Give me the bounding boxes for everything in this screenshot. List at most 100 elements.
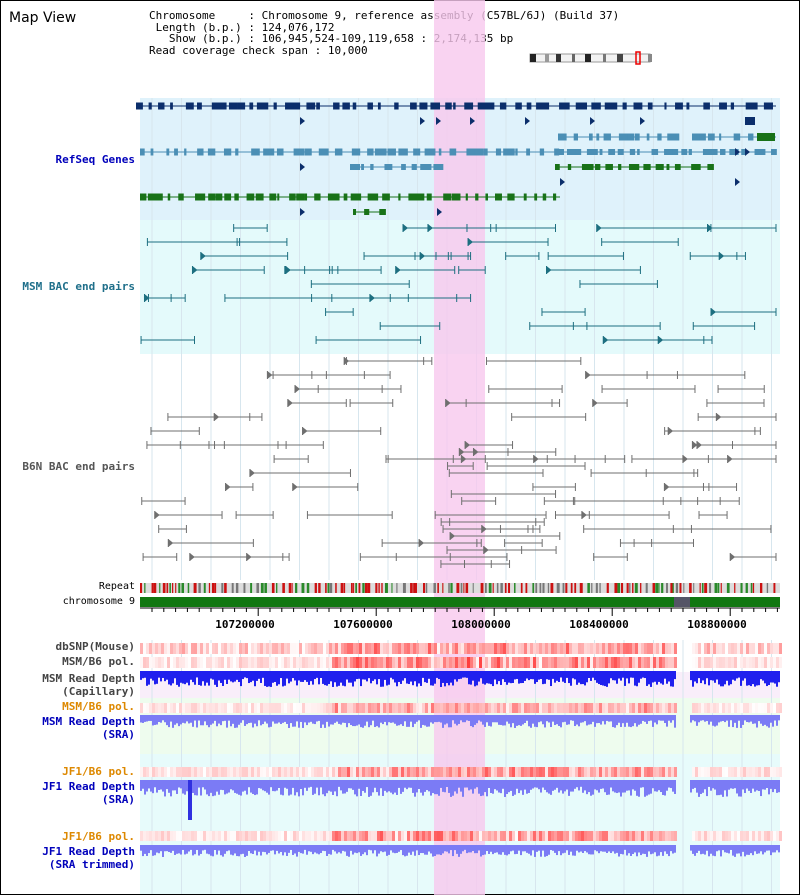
polymorphism-cell [329, 657, 332, 668]
polymorphism-cell [359, 643, 362, 654]
polymorphism-cell [722, 643, 725, 654]
repeat-element [391, 583, 393, 593]
polymorphism-cell [416, 643, 419, 654]
read-depth-bar [250, 780, 252, 793]
polymorphism-cell [518, 657, 521, 668]
polymorphism-cell [614, 831, 617, 841]
read-depth-bar [698, 845, 700, 851]
polymorphism-cell [518, 767, 521, 777]
polymorphism-cell [596, 657, 599, 668]
read-depth-bar [216, 671, 218, 687]
polymorphism-cell [290, 703, 293, 713]
read-depth-bar [322, 845, 324, 851]
polymorphism-cell [596, 643, 599, 654]
polymorphism-cell [452, 657, 455, 668]
polymorphism-cell [662, 767, 665, 777]
read-depth-bar [218, 780, 220, 795]
polymorphism-cell [779, 657, 782, 668]
read-depth-bar [278, 671, 280, 685]
gene-exon [745, 102, 757, 110]
repeat-element [181, 583, 185, 593]
polymorphism-cell [761, 831, 764, 841]
read-depth-bar [626, 780, 628, 791]
polymorphism-cell [530, 767, 533, 777]
repeat-element [574, 583, 577, 593]
read-depth-bar [170, 780, 172, 797]
polymorphism-cell [305, 767, 308, 777]
read-depth-bar [414, 780, 416, 797]
read-depth-bar [764, 780, 766, 790]
read-depth-bar [450, 845, 452, 851]
polymorphism-cell [719, 657, 722, 668]
polymorphism-cell [620, 703, 623, 713]
polymorphism-cell [593, 703, 596, 713]
polymorphism-cell [560, 643, 563, 654]
read-depth-bar [144, 671, 146, 678]
polymorphism-cell [752, 643, 755, 654]
read-depth-bar [278, 845, 280, 854]
read-depth-bar [284, 845, 286, 853]
read-depth-bar [382, 845, 384, 853]
gene-exon [483, 148, 488, 156]
polymorphism-cell [515, 767, 518, 777]
read-depth-bar [230, 671, 232, 682]
polymorphism-cell [185, 657, 188, 668]
polymorphism-cell [506, 657, 509, 668]
read-depth-bar [742, 715, 744, 725]
gene-strand-arrow [560, 178, 565, 186]
polymorphism-cell [317, 657, 320, 668]
read-depth-bar [220, 780, 222, 790]
read-depth-bar [544, 671, 546, 684]
read-depth-bar [538, 845, 540, 851]
polymorphism-cell [668, 831, 671, 841]
read-depth-bar [738, 671, 740, 678]
read-depth-bar [724, 845, 726, 853]
read-depth-bar [252, 845, 254, 855]
polymorphism-cell [263, 703, 266, 713]
bac-end-arrow [696, 441, 702, 449]
read-depth-bar [246, 715, 248, 725]
read-depth-bar [224, 845, 226, 854]
read-depth-bar [360, 780, 362, 796]
polymorphism-cell [590, 643, 593, 654]
gene-exon [342, 102, 350, 110]
read-depth-bar [470, 780, 472, 790]
polymorphism-cell [491, 703, 494, 713]
gene-exon [617, 149, 624, 155]
polymorphism-cell [371, 767, 374, 777]
read-depth-bar [260, 845, 262, 856]
read-depth-bar [498, 780, 500, 793]
polymorphism-cell [236, 831, 239, 841]
polymorphism-cell [536, 657, 539, 668]
read-depth-bar [348, 715, 350, 724]
bac-end-arrow [459, 448, 465, 456]
repeat-element [159, 583, 161, 593]
read-depth-bar [500, 845, 502, 855]
polymorphism-cell [638, 657, 641, 668]
polymorphism-cell [260, 657, 263, 668]
polymorphism-cell [170, 657, 173, 668]
polymorphism-cell [632, 703, 635, 713]
track-label-refseq: RefSeq Genes [55, 153, 135, 166]
read-depth-bar [720, 780, 722, 795]
read-depth-bar [268, 845, 270, 853]
read-depth-bar [402, 671, 404, 681]
polymorphism-cell [740, 703, 743, 713]
polymorphism-cell [779, 643, 782, 654]
read-depth-bar [162, 715, 164, 721]
read-depth-bar [182, 715, 184, 723]
polymorphism-cell [260, 643, 263, 654]
read-depth-bar [232, 780, 234, 791]
read-depth-bar [264, 671, 266, 686]
read-depth-bar [768, 671, 770, 686]
ideogram-band [603, 54, 606, 62]
read-depth-bar [736, 715, 738, 728]
polymorphism-cell [413, 657, 416, 668]
read-depth-bar [668, 715, 670, 721]
polymorphism-cell [731, 643, 734, 654]
read-depth-bar [256, 715, 258, 727]
polymorphism-cell [167, 657, 170, 668]
read-depth-bar [518, 715, 520, 726]
read-depth-bar [580, 671, 582, 685]
